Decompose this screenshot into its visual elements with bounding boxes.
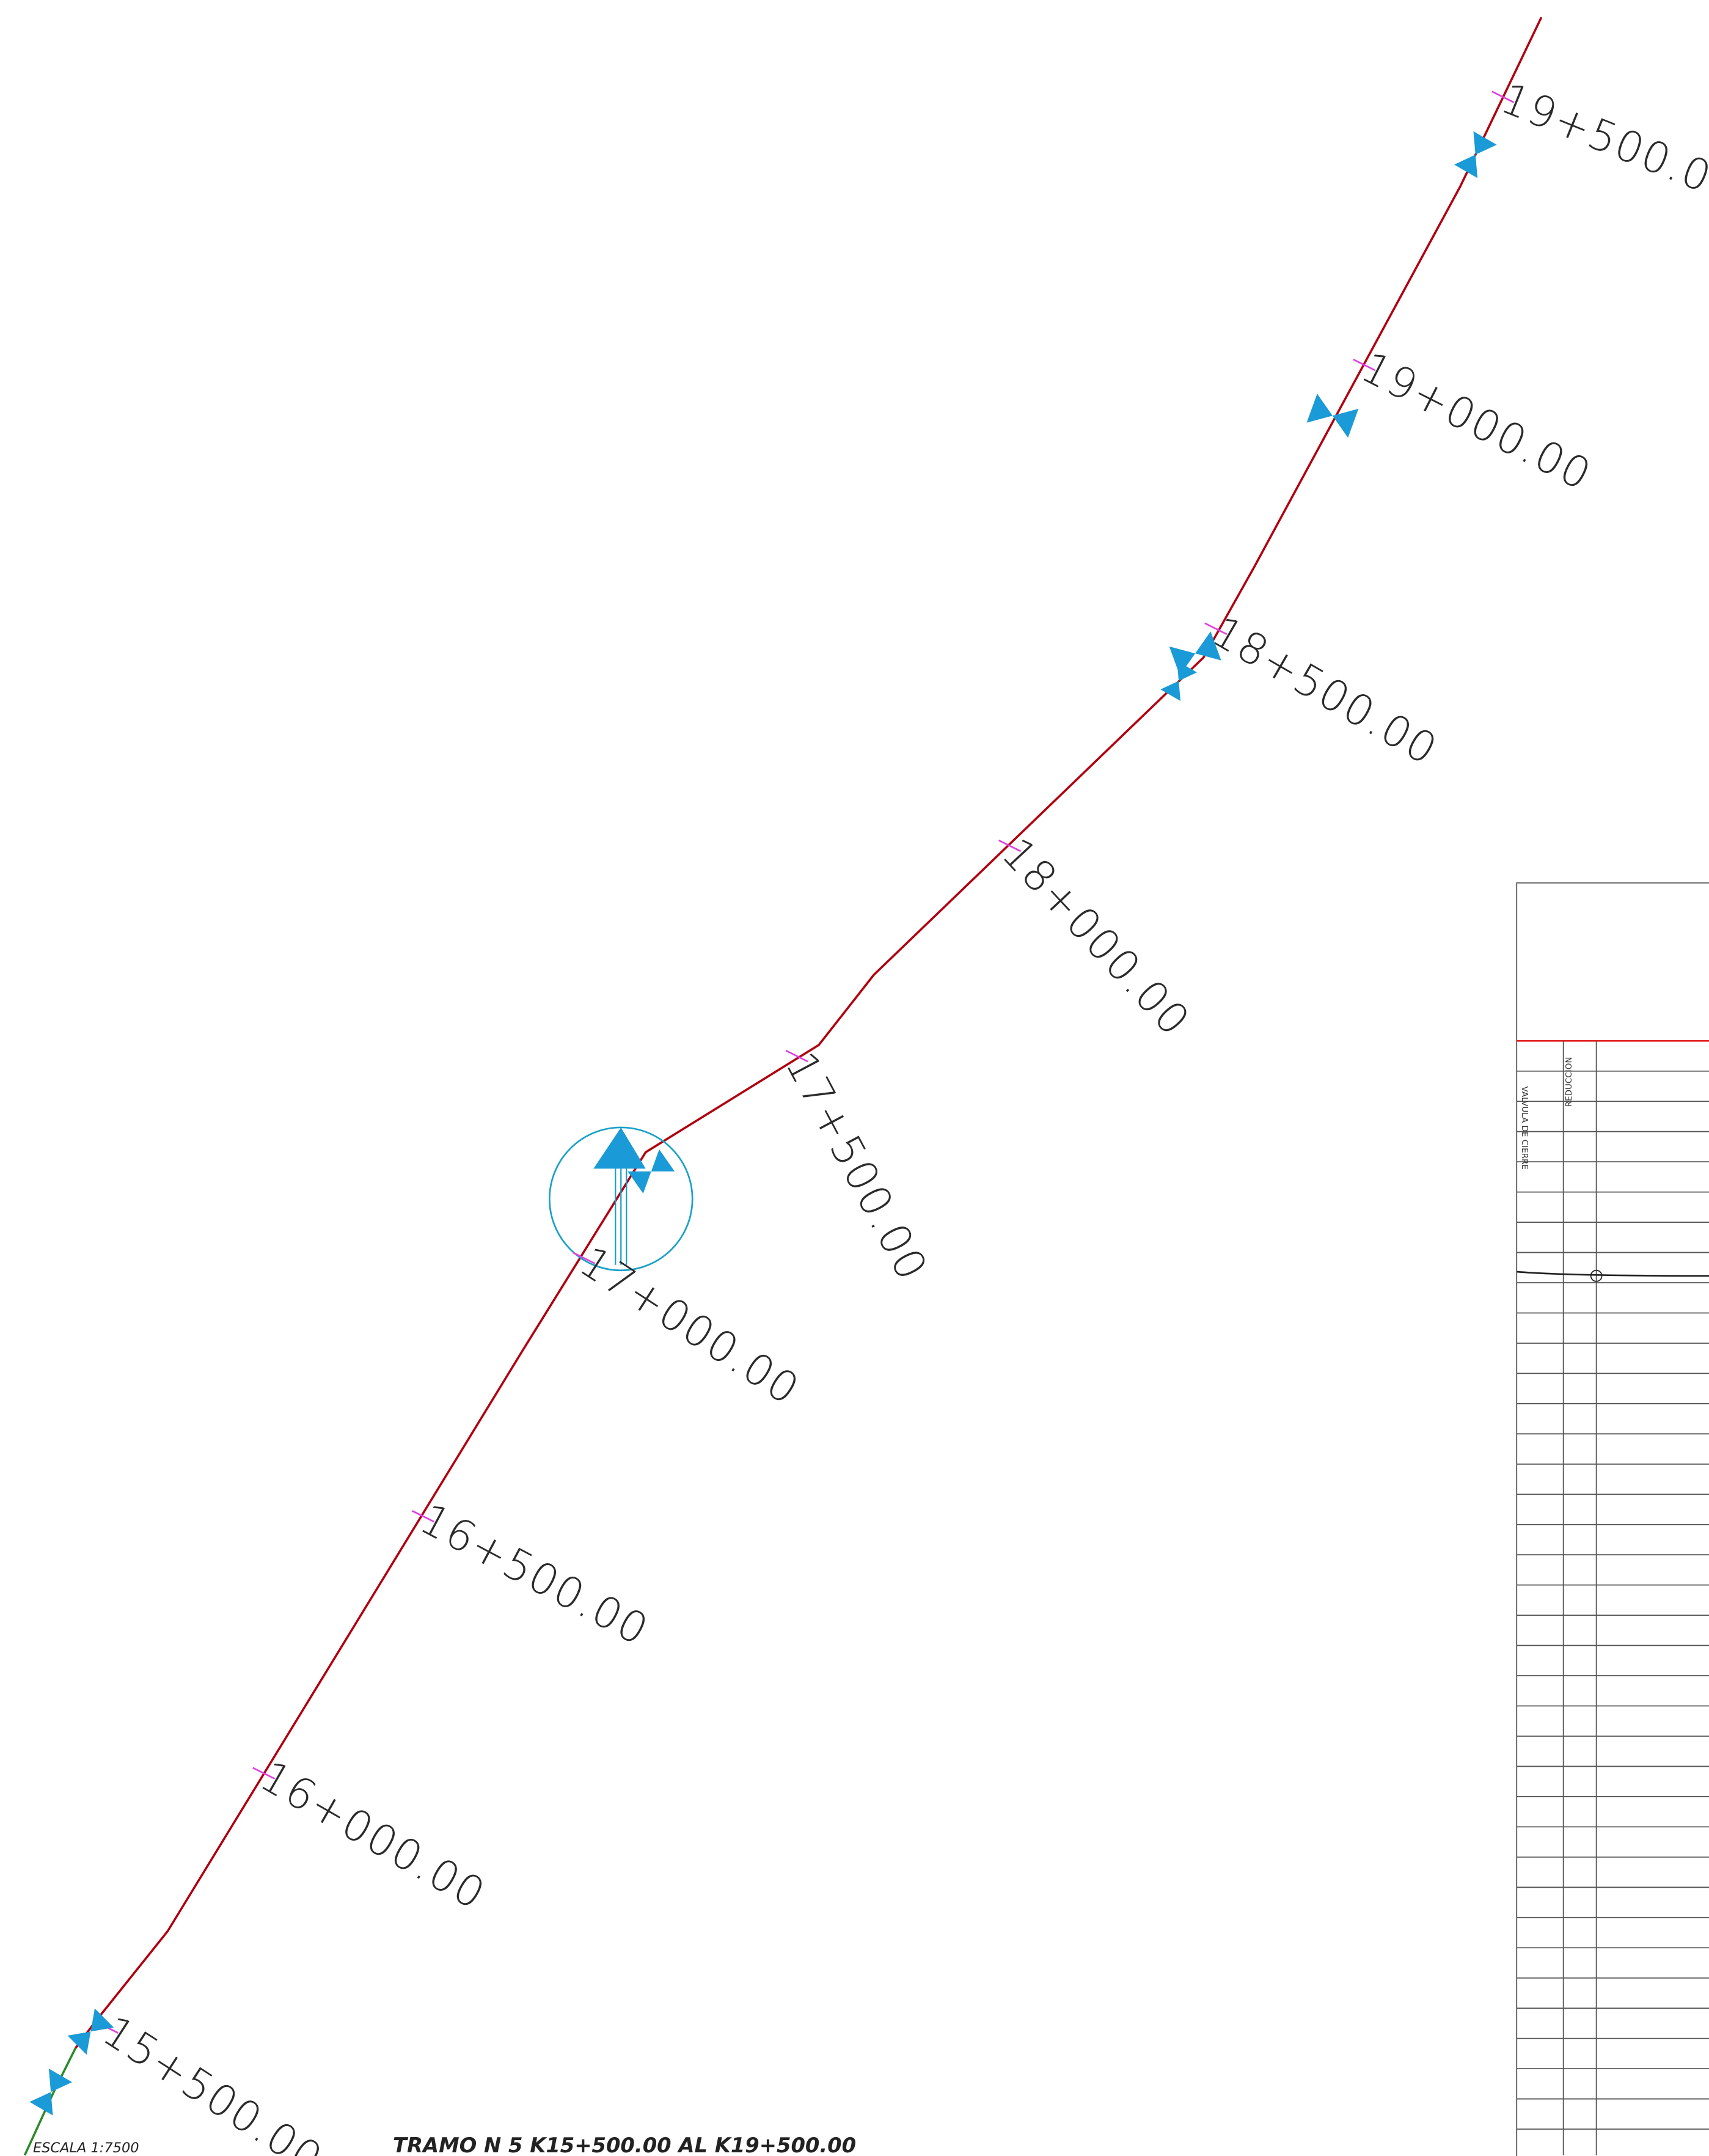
station-tick xyxy=(998,839,1022,853)
hydrant-head xyxy=(593,1127,646,1169)
profile-table xyxy=(1516,882,1709,2156)
station-tick xyxy=(252,1767,276,1780)
valve-symbol xyxy=(1306,394,1359,438)
pipeline xyxy=(75,16,1543,2049)
station-tick xyxy=(572,1252,596,1264)
station-tick xyxy=(785,1049,808,1063)
valve-symbol xyxy=(67,2008,114,2055)
title: TRAMO N 5 K15+500.00 AL K19+500.00 xyxy=(393,2133,856,2156)
scale-label: ESCALA 1:7500 xyxy=(33,2140,139,2156)
valve-symbol xyxy=(1160,661,1197,702)
station-tick xyxy=(1204,622,1228,635)
valve-symbol xyxy=(628,1149,675,1194)
valve-symbol xyxy=(29,2069,73,2116)
station-tick xyxy=(1353,358,1376,372)
hydrant xyxy=(615,1168,628,1265)
station-tick xyxy=(1491,90,1515,103)
valve-symbol xyxy=(1454,131,1497,178)
table-header: VALVULA DE CIERRE xyxy=(1520,1086,1529,1169)
station-tick xyxy=(411,1510,435,1523)
table-header: REDUCCION xyxy=(1564,1057,1574,1107)
